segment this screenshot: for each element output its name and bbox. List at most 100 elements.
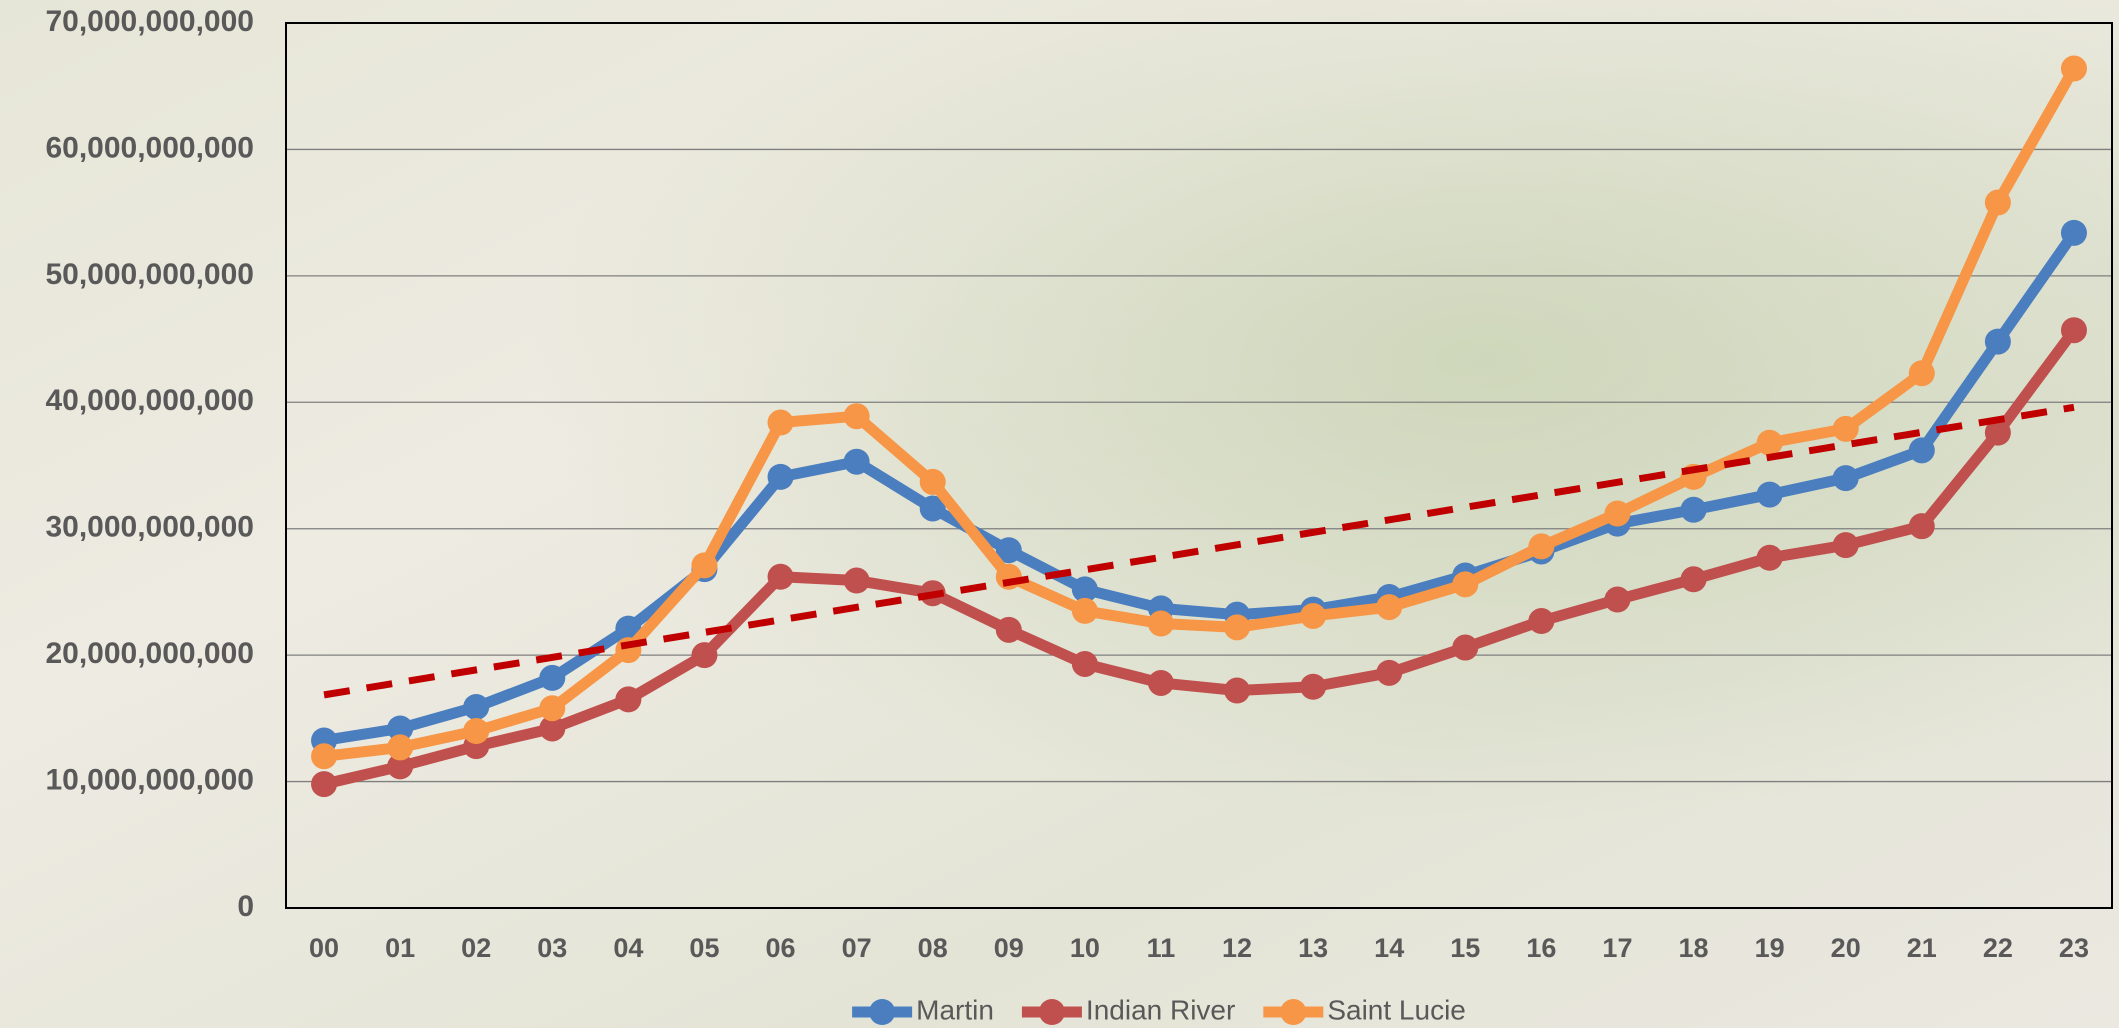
x-tick-label: 17: [1602, 933, 1632, 963]
series-marker: [919, 495, 946, 522]
series-marker: [1832, 465, 1859, 492]
series-marker: [1147, 669, 1174, 696]
x-tick-label: 10: [1070, 933, 1100, 963]
series-marker: [1680, 496, 1707, 523]
series-marker: [1376, 659, 1403, 686]
series-marker: [1832, 532, 1859, 559]
series-marker: [843, 403, 870, 430]
series-marker: [2060, 55, 2087, 82]
series-marker: [1984, 328, 2011, 355]
series-marker: [387, 715, 414, 742]
series-marker: [767, 563, 794, 590]
x-tick-label: 02: [461, 933, 491, 963]
series-marker: [2060, 219, 2087, 246]
y-tick-label: 0: [237, 890, 254, 923]
x-tick-label: 04: [613, 933, 643, 963]
y-tick-label: 70,000,000,000: [45, 5, 254, 38]
series-marker: [1756, 429, 1783, 456]
series-marker: [1832, 415, 1859, 442]
series-marker: [767, 463, 794, 490]
x-tick-label: 06: [766, 933, 796, 963]
series-marker: [1224, 677, 1251, 704]
series-marker: [1071, 576, 1098, 603]
series-marker: [539, 695, 566, 722]
series-marker: [1908, 360, 1935, 387]
series-marker: [1071, 597, 1098, 624]
series-marker: [1604, 586, 1631, 613]
legend-marker: [1280, 999, 1307, 1025]
trendline: [323, 403, 2075, 699]
y-tick-label: 20,000,000,000: [45, 637, 254, 670]
x-tick-label: 15: [1450, 933, 1480, 963]
series-marker: [1376, 594, 1403, 621]
series-marker: [1756, 481, 1783, 508]
series-marker: [1300, 602, 1327, 629]
series-marker: [1071, 650, 1098, 677]
x-tick-label: 00: [309, 933, 339, 963]
x-tick-label: 05: [689, 933, 719, 963]
series-marker: [1452, 634, 1479, 661]
series-marker: [1147, 610, 1174, 637]
y-tick-label: 40,000,000,000: [45, 384, 254, 417]
series-marker: [1604, 500, 1631, 527]
legend-marker: [1038, 999, 1065, 1025]
series-marker: [843, 567, 870, 594]
series-marker: [615, 686, 642, 713]
series-marker: [387, 753, 414, 780]
y-tick-label: 50,000,000,000: [45, 258, 254, 291]
series-marker: [2060, 317, 2087, 344]
x-tick-label: 01: [385, 933, 415, 963]
series-marker: [1908, 437, 1935, 464]
x-tick-label: 16: [1526, 933, 1556, 963]
x-tick-label: 13: [1298, 933, 1328, 963]
series-marker: [1680, 566, 1707, 593]
series-marker: [1908, 513, 1935, 540]
series-marker: [1452, 571, 1479, 598]
series-marker: [1984, 419, 2011, 446]
series-marker: [539, 715, 566, 742]
plot-border: [285, 22, 2113, 909]
series-marker: [1984, 189, 2011, 216]
x-tick-label: 14: [1374, 933, 1404, 963]
series-marker: [539, 664, 566, 691]
y-tick-label: 10,000,000,000: [45, 763, 254, 796]
series-marker: [691, 552, 718, 579]
series-marker: [463, 718, 490, 744]
series-marker: [387, 734, 414, 761]
series-marker: [995, 616, 1022, 643]
series-marker: [1224, 614, 1251, 641]
series-marker: [463, 693, 490, 720]
x-tick-label: 12: [1222, 933, 1252, 963]
x-tick-label: 03: [537, 933, 567, 963]
series-marker: [767, 409, 794, 436]
series-marker: [1528, 608, 1555, 635]
x-tick-label: 11: [1147, 933, 1176, 963]
x-tick-label: 08: [918, 933, 948, 963]
series-marker: [311, 743, 338, 770]
series-marker: [843, 448, 870, 475]
series-marker: [919, 468, 946, 495]
x-tick-label: 23: [2059, 933, 2089, 963]
series-marker: [1528, 533, 1555, 560]
x-tick-label: 20: [1831, 933, 1861, 963]
y-tick-label: 60,000,000,000: [45, 131, 254, 164]
legend-marker: [869, 999, 896, 1025]
series-marker: [1756, 544, 1783, 571]
legend-label: Martin: [916, 994, 994, 1025]
series-marker: [995, 537, 1022, 564]
series-marker: [1300, 673, 1327, 700]
legend-label: Indian River: [1086, 994, 1235, 1025]
x-tick-label: 18: [1679, 933, 1709, 963]
y-tick-label: 30,000,000,000: [45, 511, 254, 544]
x-tick-label: 22: [1983, 933, 2013, 963]
x-tick-label: 19: [1755, 933, 1785, 963]
x-tick-label: 09: [994, 933, 1024, 963]
series-marker: [691, 642, 718, 669]
legend-label: Saint Lucie: [1327, 994, 1466, 1025]
series-marker: [311, 771, 338, 798]
x-tick-label: 21: [1907, 933, 1937, 963]
x-tick-label: 07: [842, 933, 872, 963]
